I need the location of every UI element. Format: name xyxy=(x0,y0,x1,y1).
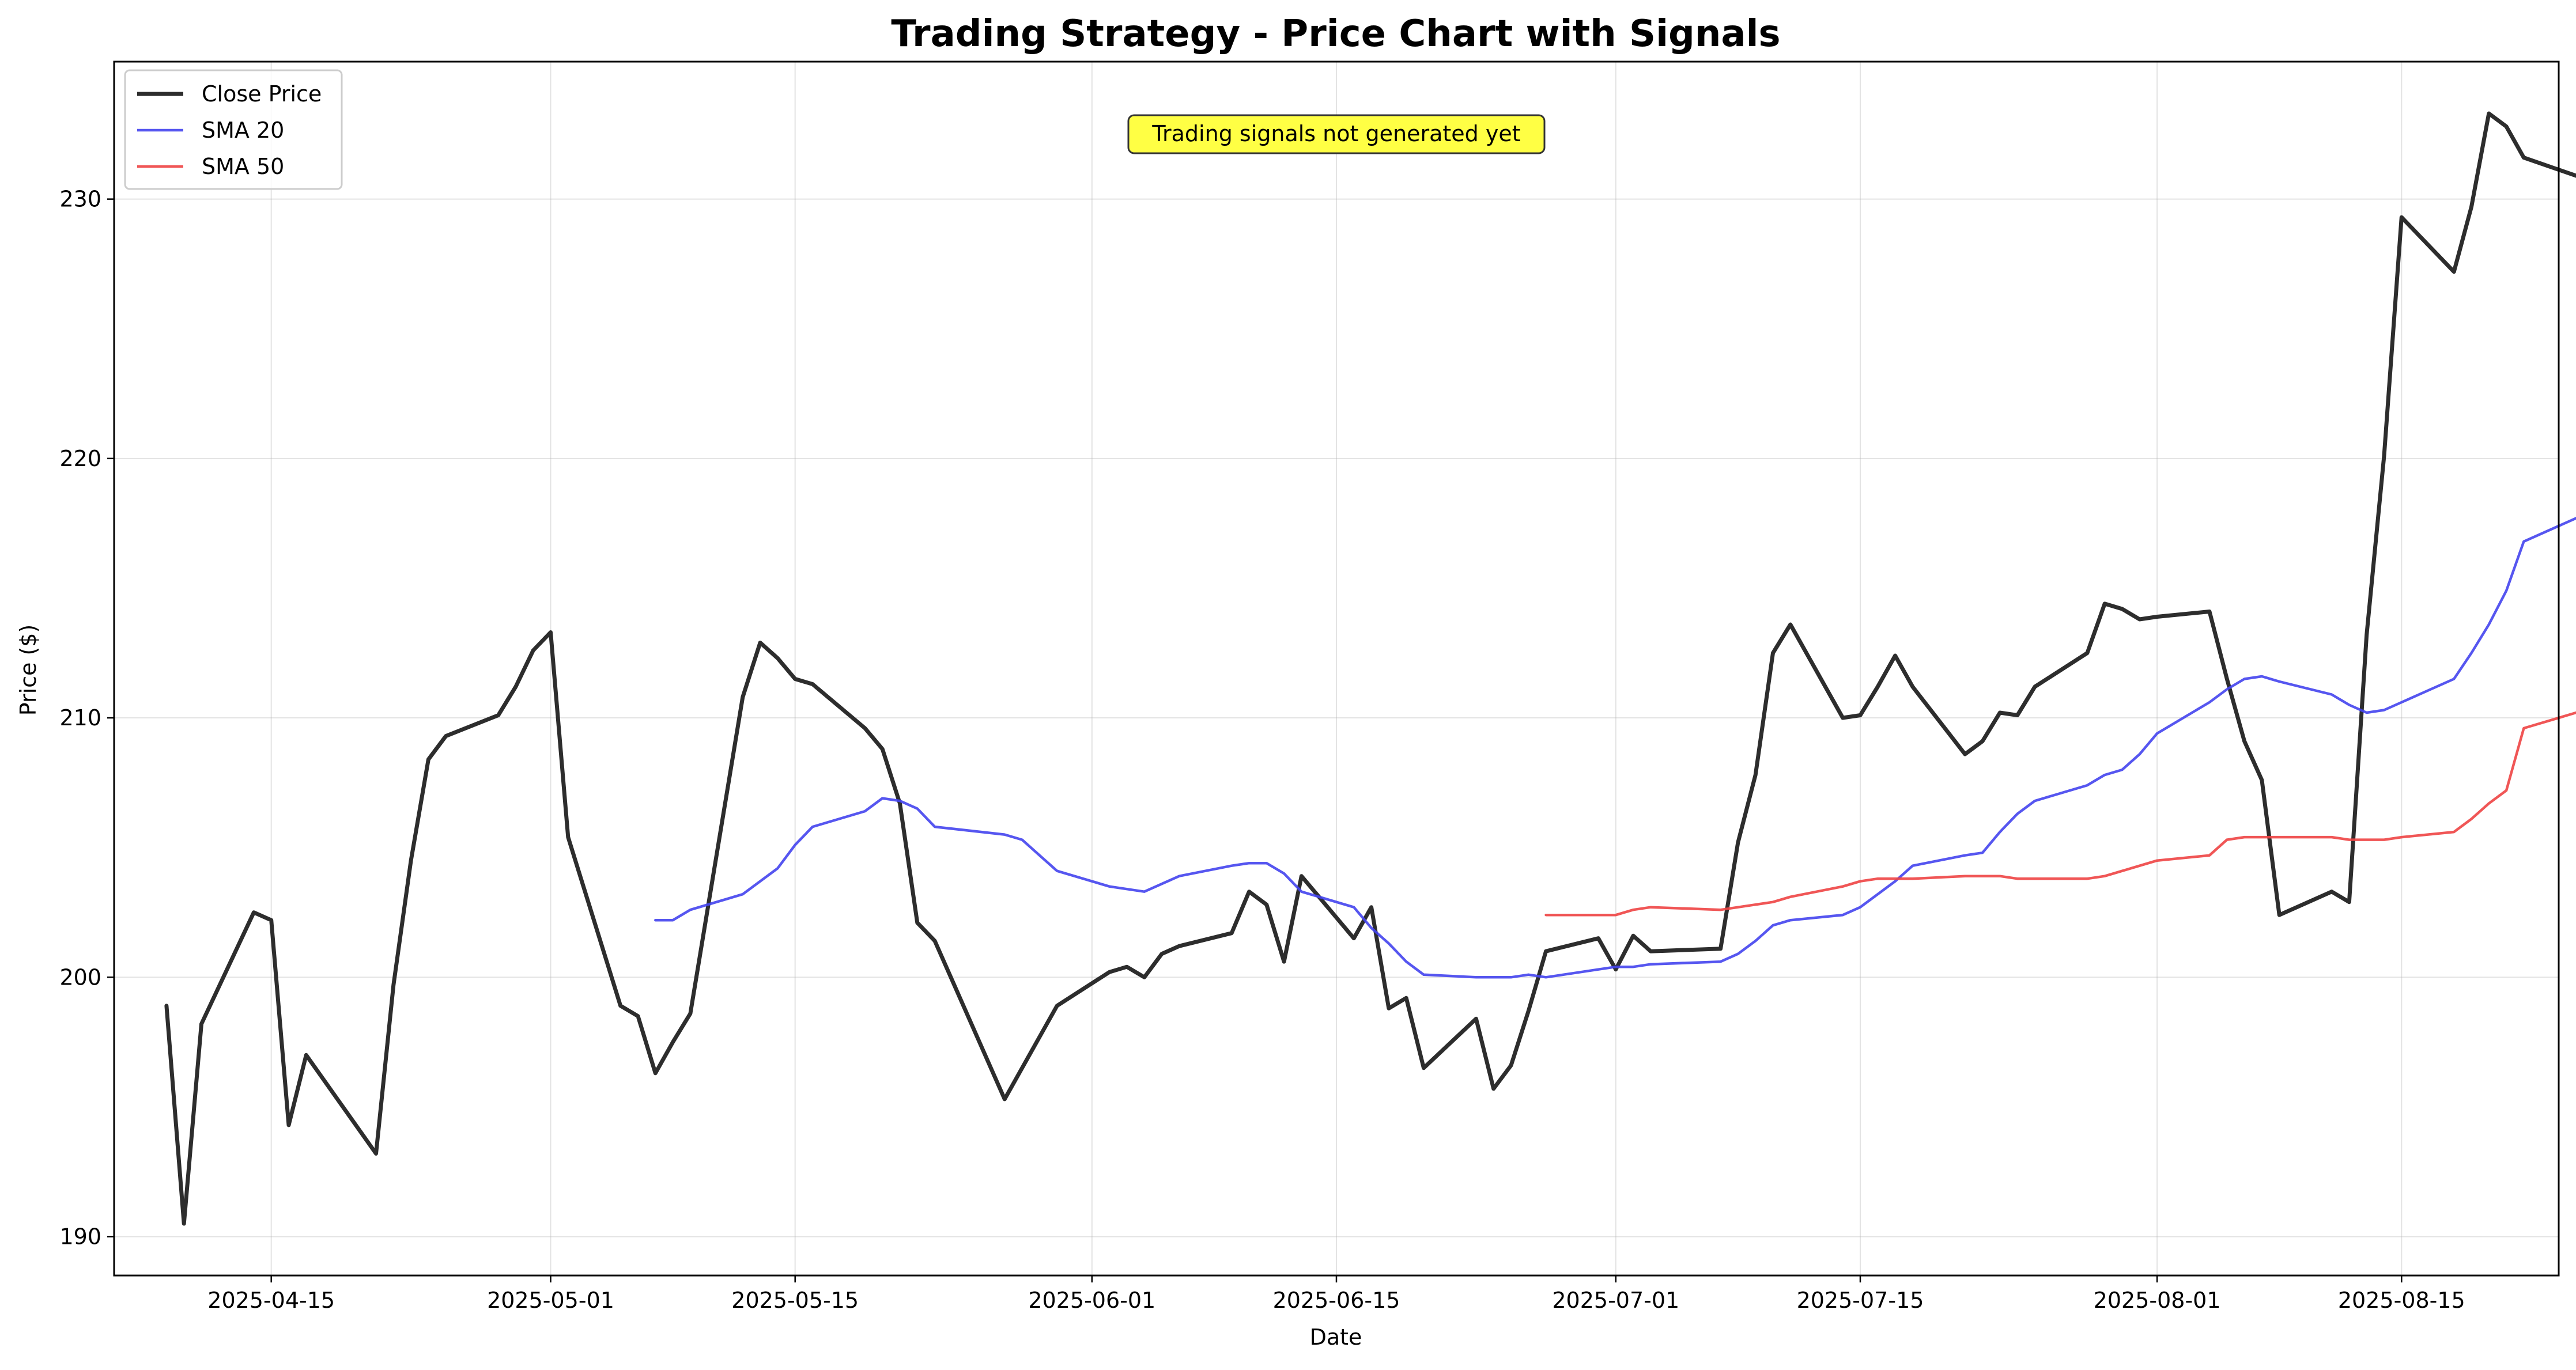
legend-label-close-price: Close Price xyxy=(202,81,322,107)
y-axis-label: Price ($) xyxy=(16,625,41,716)
chart-title: Trading Strategy - Price Chart with Sign… xyxy=(891,13,1780,55)
legend-label-sma-20: SMA 20 xyxy=(202,118,284,143)
series-line-sma-50 xyxy=(1544,711,2576,917)
x-axis-label: Date xyxy=(1310,1324,1362,1350)
legend: Close Price SMA 20 SMA 50 xyxy=(124,69,343,190)
x-tick-label: 2025-07-01 xyxy=(1552,1288,1679,1313)
ticks: 2025-04-15 2025-05-01 2025-05-15 2025-06-01… xyxy=(59,187,2465,1313)
x-tick-label: 2025-04-15 xyxy=(207,1288,335,1313)
x-tick-label: 2025-07-15 xyxy=(1797,1288,1924,1313)
signal-annotation: Trading signals not generated yet xyxy=(1127,114,1546,154)
legend-box xyxy=(124,69,343,190)
annotation-box xyxy=(1127,114,1546,154)
series-line-sma-20 xyxy=(654,517,2576,979)
y-tick-label: 210 xyxy=(59,705,101,731)
grid xyxy=(114,62,2559,1276)
x-tick-label: 2025-06-01 xyxy=(1028,1288,1155,1313)
y-tick-label: 220 xyxy=(59,446,101,471)
y-tick-label: 200 xyxy=(59,964,101,990)
legend-label-sma-50: SMA 50 xyxy=(202,154,284,179)
series-line-close-price xyxy=(164,111,2576,1226)
x-tick-label: 2025-08-01 xyxy=(2094,1288,2221,1313)
series-lines xyxy=(164,111,2576,1226)
y-tick-label: 190 xyxy=(59,1224,101,1249)
y-tick-label: 230 xyxy=(59,187,101,212)
annotation-text: Trading signals not generated yet xyxy=(1151,121,1520,146)
x-tick-label: 2025-05-01 xyxy=(487,1288,614,1313)
x-tick-label: 2025-05-15 xyxy=(731,1288,859,1313)
x-tick-label: 2025-08-15 xyxy=(2338,1288,2465,1313)
x-tick-label: 2025-06-15 xyxy=(1273,1288,1400,1313)
